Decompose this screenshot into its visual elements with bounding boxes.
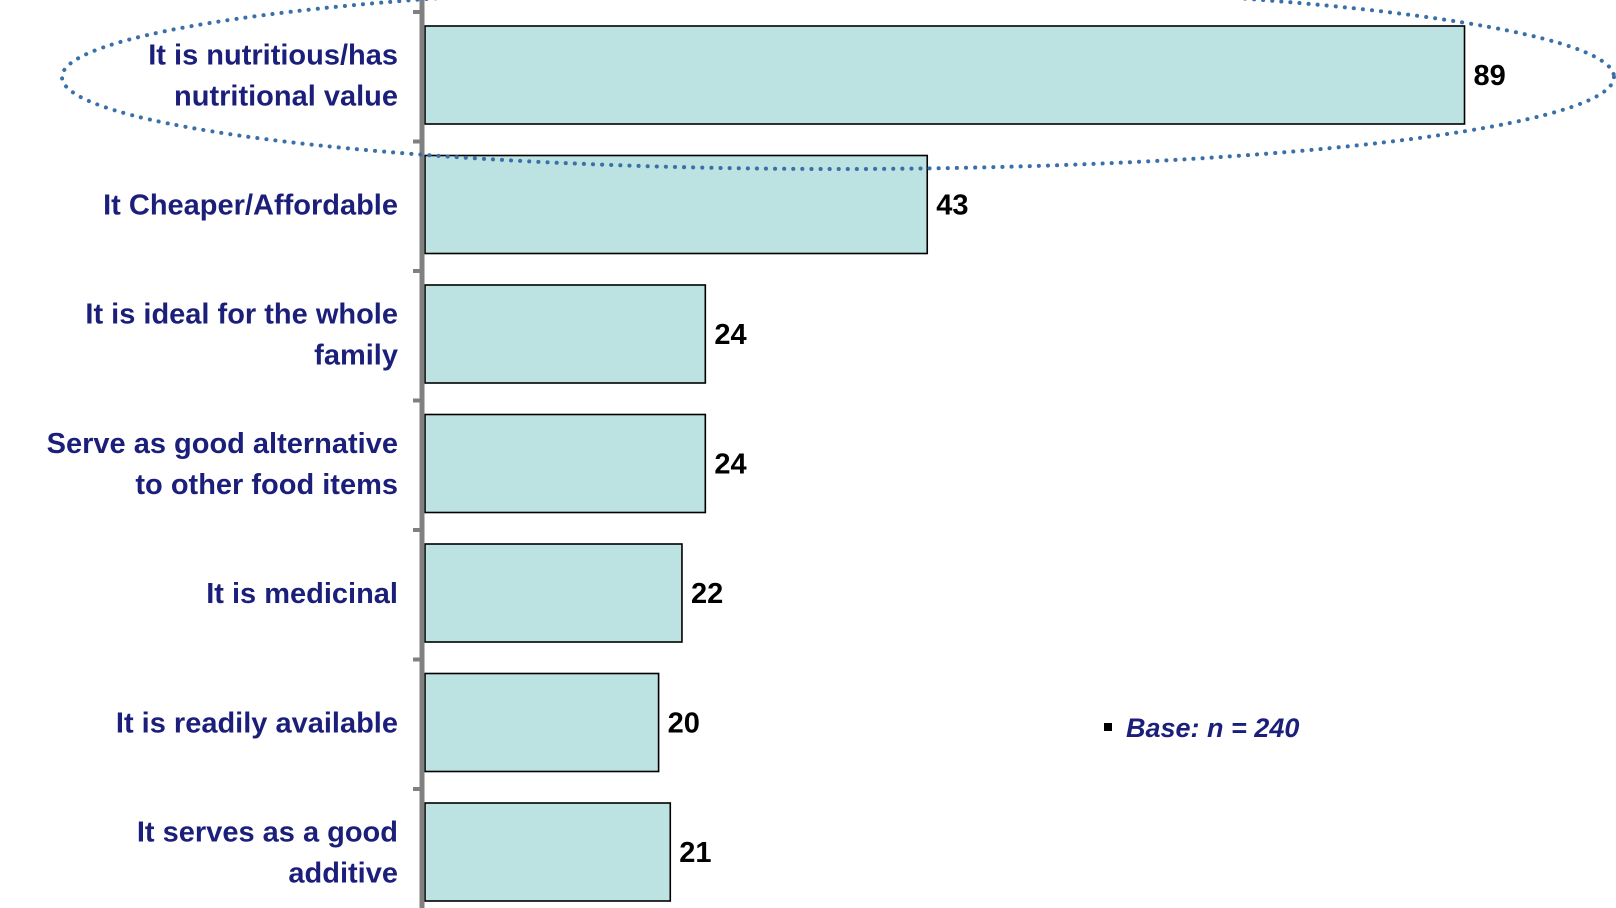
bar-5 bbox=[424, 543, 683, 643]
bar-4 bbox=[424, 413, 707, 514]
bar-1 bbox=[424, 25, 1466, 125]
category-label-line: It is readily available bbox=[116, 708, 398, 740]
bar-2 bbox=[424, 154, 929, 255]
category-label-7: It serves as a good additive bbox=[137, 817, 398, 890]
category-label-3: It is ideal for the whole family bbox=[85, 299, 398, 372]
value-label-1: 89 bbox=[1474, 60, 1506, 92]
value-label-6: 20 bbox=[668, 708, 700, 740]
category-label-line: nutritional value bbox=[174, 81, 398, 113]
value-label-5: 22 bbox=[691, 578, 723, 610]
category-label-4: Serve as good alternative to other food i… bbox=[47, 428, 398, 501]
category-label-line: It Cheaper/Affordable bbox=[103, 190, 398, 222]
category-label-line: to other food items bbox=[135, 469, 398, 501]
category-labels: It is nutritious/has nutritional valueIt … bbox=[47, 40, 398, 890]
value-label-4: 24 bbox=[714, 449, 746, 481]
category-label-line: It is ideal for the whole bbox=[85, 299, 398, 331]
base-note-text: Base: n = 240 bbox=[1126, 713, 1300, 743]
category-label-5: It is medicinal bbox=[206, 578, 398, 610]
highlight-layer bbox=[60, 0, 1616, 171]
category-axis bbox=[413, 0, 425, 908]
value-label-3: 24 bbox=[714, 319, 746, 351]
bars-layer bbox=[424, 25, 1466, 902]
category-label-2: It Cheaper/Affordable bbox=[103, 190, 398, 222]
category-label-line: It is medicinal bbox=[206, 578, 398, 610]
bar-6 bbox=[424, 672, 660, 773]
value-label-7: 21 bbox=[679, 837, 711, 869]
bullet-icon bbox=[1104, 722, 1112, 731]
category-label-1: It is nutritious/has nutritional value bbox=[148, 40, 398, 113]
category-label-line: family bbox=[314, 340, 398, 372]
value-labels: 89 43 24 24 22 20 21 bbox=[668, 60, 1506, 869]
value-label-2: 43 bbox=[936, 190, 968, 222]
bar-3 bbox=[424, 284, 707, 384]
base-note: Base: n = 240 bbox=[1104, 713, 1299, 744]
category-label-line: It serves as a good bbox=[137, 817, 398, 849]
category-label-6: It is readily available bbox=[116, 708, 398, 740]
category-label-line: additive bbox=[288, 858, 398, 890]
category-label-line: It is nutritious/has bbox=[148, 40, 398, 72]
bar-7 bbox=[424, 802, 672, 902]
highlight-ellipse bbox=[60, 0, 1616, 171]
category-label-line: Serve as good alternative bbox=[47, 428, 398, 460]
